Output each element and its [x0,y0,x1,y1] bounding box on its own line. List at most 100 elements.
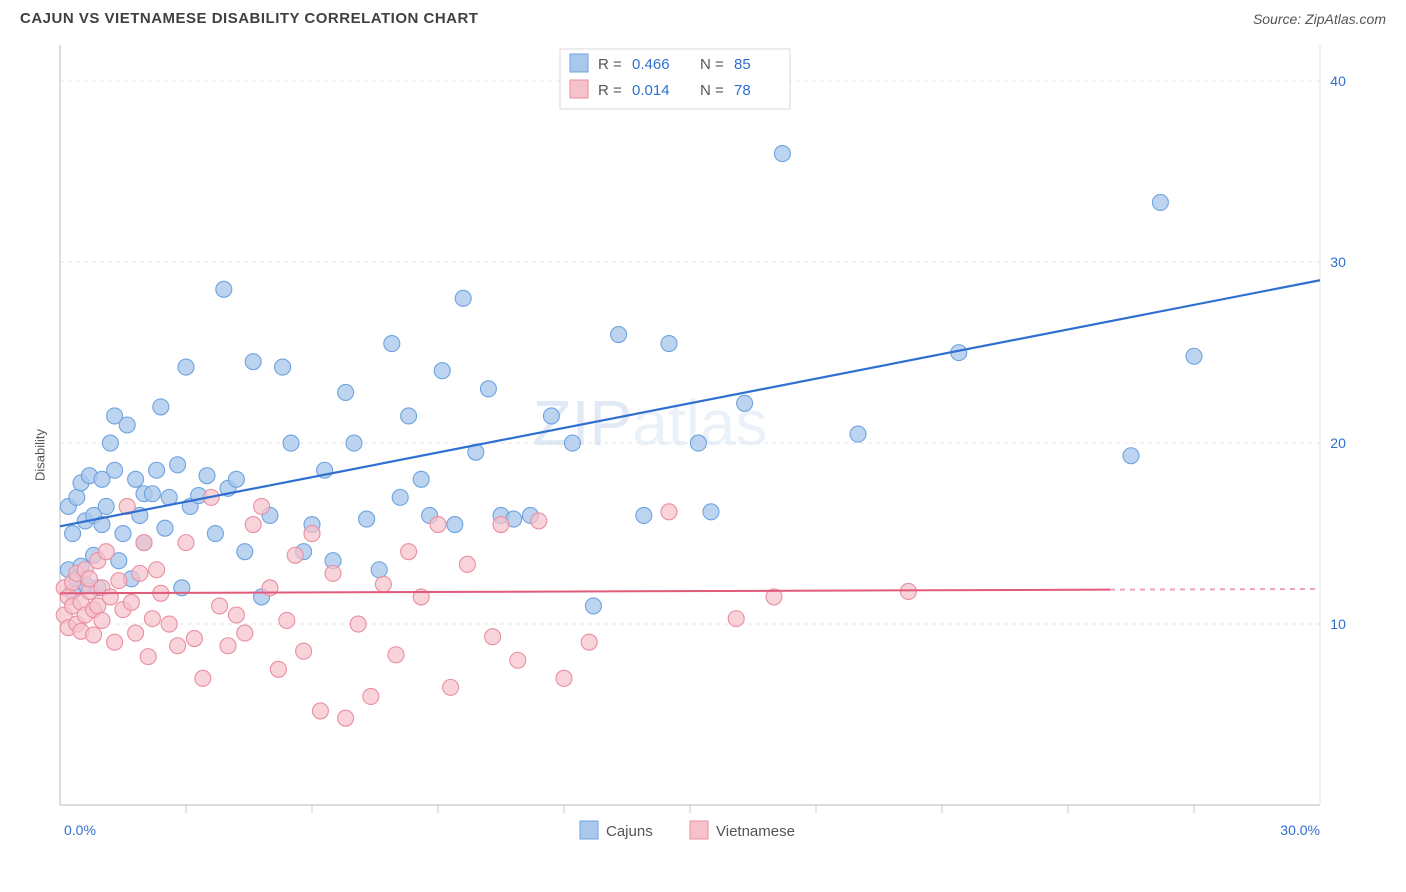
legend-n-label: N = [700,56,724,73]
data-point [237,625,253,641]
legend-swatch [570,80,588,98]
data-point [199,468,215,484]
data-point [459,556,475,572]
data-point [254,498,270,514]
data-point [149,562,165,578]
data-point [65,526,81,542]
data-point [581,634,597,650]
chart-title: CAJUN VS VIETNAMESE DISABILITY CORRELATI… [20,10,478,27]
chart-source: Source: ZipAtlas.com [1253,11,1386,27]
data-point [325,565,341,581]
data-point [119,417,135,433]
data-point [102,589,118,605]
data-point [228,607,244,623]
data-point [275,359,291,375]
data-point [447,517,463,533]
data-point [136,535,152,551]
data-point [392,489,408,505]
data-point [388,647,404,663]
data-point [371,562,387,578]
data-point [401,544,417,560]
data-point [212,598,228,614]
data-point [178,359,194,375]
data-point [661,504,677,520]
data-point [375,576,391,592]
data-point [413,471,429,487]
y-tick-label: 10.0% [1330,616,1346,632]
data-point [338,384,354,400]
data-point [128,625,144,641]
data-point [220,638,236,654]
data-point [304,526,320,542]
data-point [144,486,160,502]
data-point [430,517,446,533]
data-point [585,598,601,614]
y-axis-label: Disability [33,429,48,481]
data-point [195,670,211,686]
data-point [98,498,114,514]
series-label: Cajuns [606,823,653,840]
legend-n-value: 85 [734,56,751,73]
data-point [510,652,526,668]
data-point [170,638,186,654]
correlation-legend [560,49,790,109]
data-point [107,462,123,478]
data-point [434,363,450,379]
data-point [228,471,244,487]
data-point [611,327,627,343]
series-swatch [580,821,598,839]
data-point [216,281,232,297]
chart-container: Disability ZIPatlas10.0%20.0%30.0%40.0%0… [20,35,1386,875]
data-point [850,426,866,442]
data-point [186,631,202,647]
y-tick-label: 20.0% [1330,435,1346,451]
data-point [1152,194,1168,210]
series-swatch [690,821,708,839]
data-point [237,544,253,560]
data-point [564,435,580,451]
data-point [443,679,459,695]
data-point [728,611,744,627]
data-point [556,670,572,686]
y-tick-label: 40.0% [1330,73,1346,89]
data-point [493,517,509,533]
data-point [144,611,160,627]
x-tick-label: 30.0% [1280,822,1320,838]
data-point [69,489,85,505]
data-point [279,612,295,628]
data-point [346,435,362,451]
data-point [283,435,299,451]
data-point [338,710,354,726]
data-point [115,526,131,542]
data-point [245,354,261,370]
data-point [107,634,123,650]
data-point [111,573,127,589]
legend-swatch [570,54,588,72]
data-point [149,462,165,478]
scatter-chart: ZIPatlas10.0%20.0%30.0%40.0%0.0%30.0%R =… [20,35,1346,875]
data-point [636,507,652,523]
trend-line [60,280,1320,526]
data-point [170,457,186,473]
data-point [703,504,719,520]
data-point [531,513,547,529]
data-point [363,688,379,704]
trend-line-dashed [1110,589,1320,590]
data-point [153,399,169,415]
trend-line [60,590,1110,594]
data-point [359,511,375,527]
x-tick-label: 0.0% [64,822,96,838]
data-point [384,336,400,352]
data-point [128,471,144,487]
data-point [774,146,790,162]
data-point [287,547,303,563]
data-point [102,435,118,451]
data-point [296,643,312,659]
legend-r-value: 0.466 [632,56,670,73]
y-tick-label: 30.0% [1330,254,1346,270]
legend-r-value: 0.014 [632,82,670,99]
data-point [94,612,110,628]
data-point [737,395,753,411]
data-point [543,408,559,424]
data-point [1123,448,1139,464]
